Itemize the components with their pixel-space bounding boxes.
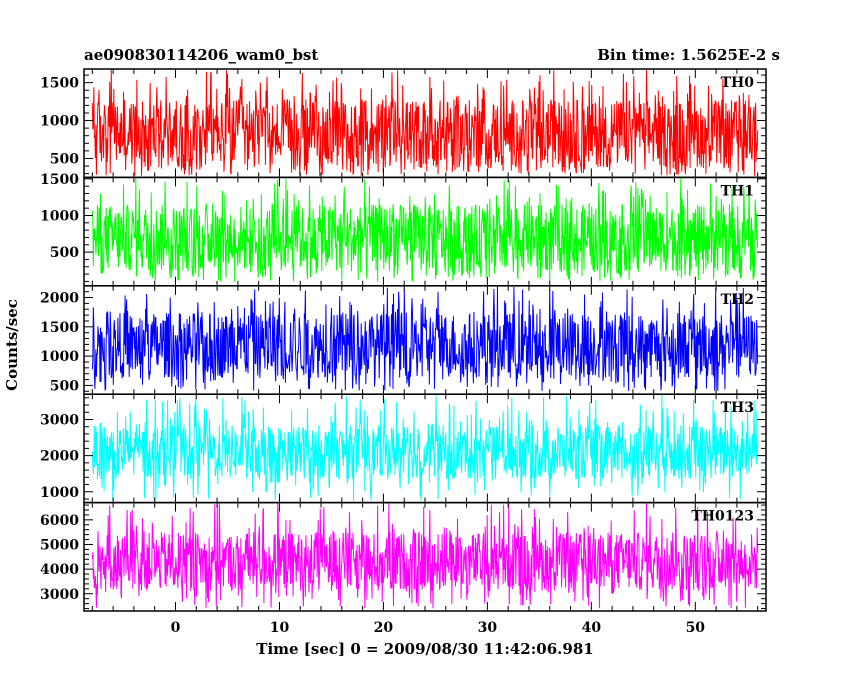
- y-tick-label: 6000: [40, 513, 79, 529]
- y-tick-label: 1000: [40, 349, 79, 365]
- series-th0: [91, 69, 759, 176]
- x-tick-label: 10: [270, 620, 290, 636]
- panel-th3: 1000 2000 3000 TH3: [40, 393, 767, 504]
- x-axis-title: Time [sec] 0 = 2009/08/30 11:42:06.981: [256, 640, 593, 658]
- chart-title: ae090830114206_wam0_bst: [84, 46, 318, 64]
- y-tick-label: 500: [50, 245, 79, 261]
- y-tick-label: 2000: [40, 291, 79, 307]
- panel-label-th0123: TH0123: [691, 509, 754, 525]
- y-tick-label: 1000: [40, 208, 79, 224]
- x-tick-label: 50: [686, 620, 706, 636]
- panel-th0: 500 1000 1500 TH0: [40, 68, 767, 179]
- y-tick-label: 2000: [40, 449, 79, 465]
- y-tick-label: 500: [50, 378, 79, 394]
- y-tick-label: 1500: [40, 76, 79, 92]
- y-tick-label: 1500: [40, 172, 79, 188]
- panel-label-th3: TH3: [721, 400, 754, 416]
- x-tick-label: 0: [171, 620, 181, 636]
- panel-label-th2: TH2: [721, 292, 754, 308]
- y-tick-label: 1500: [40, 320, 79, 336]
- panel-th1: 500 1000 1500 TH1: [40, 172, 767, 287]
- x-tick-label: 20: [374, 620, 394, 636]
- panel-label-th0: TH0: [721, 75, 755, 91]
- panel-th2: 500 1000 1500 2000 TH2: [40, 285, 767, 395]
- y-tick-label: 500: [50, 151, 79, 167]
- y-tick-label: 1000: [40, 114, 79, 130]
- x-tick-label: 40: [582, 620, 602, 636]
- bin-time-label: Bin time: 1.5625E-2 s: [597, 46, 780, 64]
- y-axis-title: Counts/sec: [3, 299, 21, 391]
- y-tick-label: 1000: [40, 485, 79, 501]
- y-tick-label: 3000: [40, 412, 79, 428]
- x-tick-label: 30: [478, 620, 498, 636]
- y-tick-label: 3000: [40, 587, 79, 603]
- series-th0123: [91, 502, 759, 609]
- panel-th0123: 3000 4000 5000 6000 TH0123: [40, 501, 767, 612]
- series-th3: [91, 394, 759, 501]
- panel-label-th1: TH1: [721, 183, 754, 199]
- panels-group: 500 1000 1500 TH0 500 1000 1500 TH1 500 1000 1500 2…: [40, 68, 767, 612]
- series-th2: [91, 286, 759, 392]
- y-tick-label: 5000: [40, 537, 79, 553]
- y-tick-label: 4000: [40, 562, 79, 578]
- series-th1: [91, 177, 759, 282]
- x-axis: 0 10 20 30 40 50: [171, 620, 706, 636]
